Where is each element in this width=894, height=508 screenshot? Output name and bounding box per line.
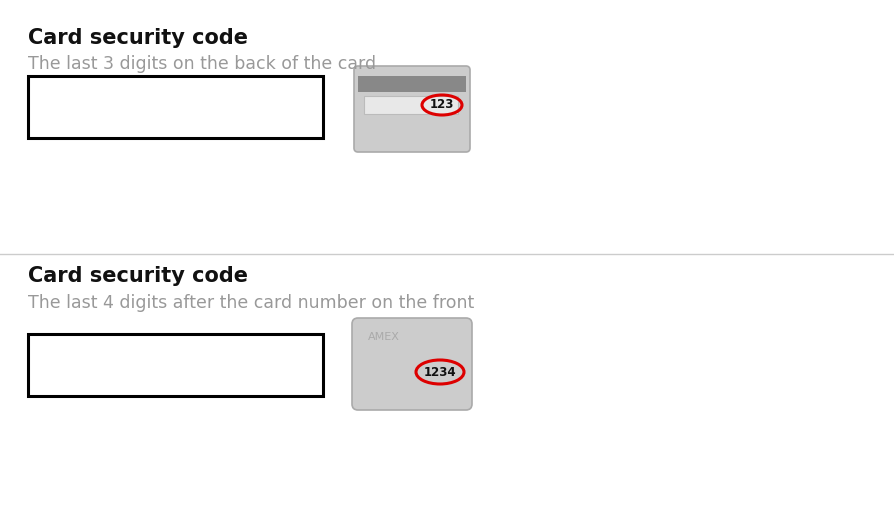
FancyBboxPatch shape xyxy=(352,318,472,410)
Bar xyxy=(358,76,466,92)
Bar xyxy=(364,96,458,114)
FancyBboxPatch shape xyxy=(354,66,470,152)
Text: 1234: 1234 xyxy=(424,365,456,378)
Text: Card security code: Card security code xyxy=(28,266,248,286)
Text: The last 4 digits after the card number on the front: The last 4 digits after the card number … xyxy=(28,294,474,312)
FancyBboxPatch shape xyxy=(28,76,323,138)
Text: The last 3 digits on the back of the card: The last 3 digits on the back of the car… xyxy=(28,55,376,73)
FancyBboxPatch shape xyxy=(28,334,323,396)
Text: Card security code: Card security code xyxy=(28,28,248,48)
Text: 123: 123 xyxy=(430,99,454,111)
Text: AMEX: AMEX xyxy=(368,332,400,342)
